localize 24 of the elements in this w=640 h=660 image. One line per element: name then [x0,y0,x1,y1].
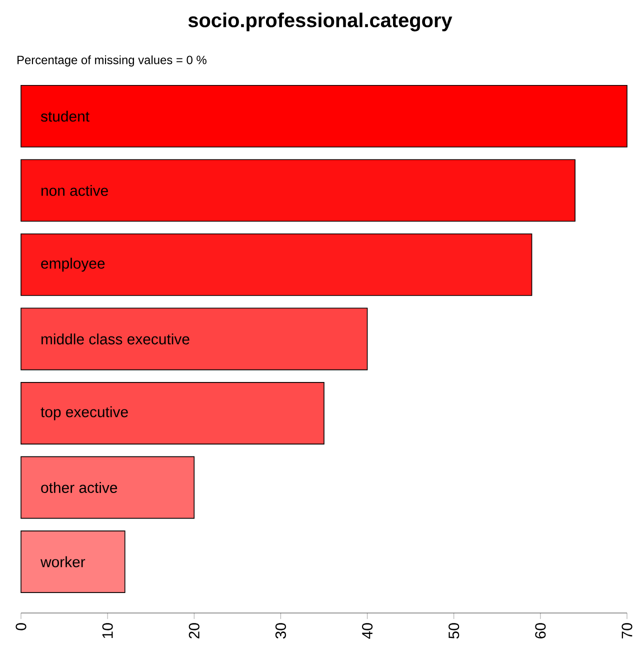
y-tick-label: non active [42,184,108,196]
bar [20,84,628,148]
y-tick-label: top executive [40,406,128,420]
bar [20,382,324,444]
x-tick-label: 10 [102,623,113,638]
x-tick-label: 50 [448,623,460,639]
x-tick-label: 40 [362,623,373,639]
bar [20,308,368,370]
y-tick-label: other active [41,482,118,493]
x-tick-label: 0 [16,623,26,630]
bar [20,530,126,593]
text: Percentage of missing values = 0 % [18,55,206,67]
x-tick-label: 20 [188,623,200,638]
bar [20,233,532,296]
y-tick-label: student [40,110,90,122]
x-tick-label: 60 [535,623,546,638]
bar [20,159,576,222]
bar [20,456,195,519]
x-tick-label: 70 [622,623,632,638]
y-tick-label: middle class executive [42,333,190,344]
y-tick-label: employee [41,258,105,272]
y-tick-label: worker [40,556,86,568]
chart-title: socio.professional.category [188,12,452,32]
x-tick-label: 30 [275,623,286,639]
